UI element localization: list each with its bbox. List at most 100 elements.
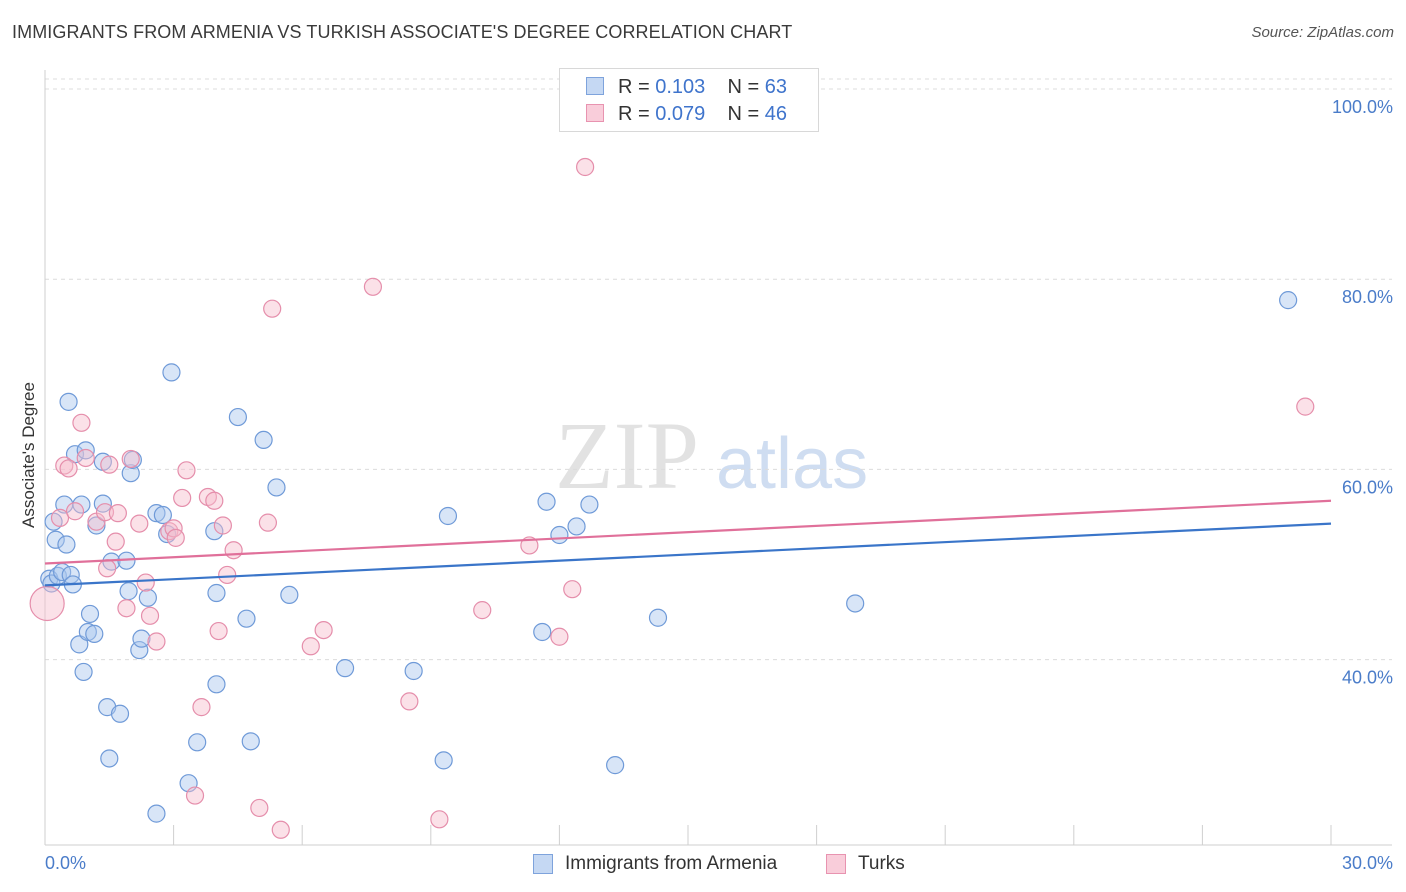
data-point — [648, 608, 668, 627]
data-point — [132, 629, 151, 648]
data-point — [147, 804, 166, 823]
data-point — [209, 621, 228, 641]
y-tick-labels: 40.0% 60.0% 80.0% 100.0% — [1332, 97, 1393, 688]
x-tick-labels: 0.0% 30.0% — [45, 853, 1393, 873]
data-point — [363, 277, 383, 296]
legend-r-label: R = — [618, 76, 650, 98]
legend-swatch-pink — [826, 854, 846, 874]
data-point — [1279, 291, 1298, 310]
data-point — [136, 573, 155, 592]
legend-n-label: N = — [727, 76, 760, 98]
data-point — [121, 449, 140, 469]
legend-r-value-armenia: 0.103 — [655, 76, 706, 98]
data-point — [280, 585, 299, 605]
data-point — [271, 820, 290, 839]
series-immigrants-from-armenia — [40, 291, 1298, 823]
data-point — [106, 532, 125, 551]
data-point — [166, 528, 185, 547]
trend-line-turks — [44, 499, 1332, 565]
axes — [44, 70, 1392, 846]
data-point — [74, 662, 93, 682]
legend-label-armenia: Immigrants from Armenia — [565, 853, 778, 874]
data-point — [205, 491, 224, 510]
data-point — [185, 786, 205, 805]
legend-n-value-armenia: 63 — [764, 76, 788, 98]
data-point — [130, 514, 149, 533]
data-point — [100, 749, 119, 768]
x-tick-label: 30.0% — [1342, 853, 1393, 873]
data-point — [404, 661, 423, 681]
data-point — [520, 536, 539, 555]
legend-n-label: N = — [727, 103, 760, 125]
watermark: ZIP atlas — [555, 402, 868, 509]
y-tick-label: 100.0% — [1332, 97, 1393, 117]
data-point — [108, 504, 127, 523]
data-point — [567, 517, 586, 536]
data-point — [335, 659, 355, 678]
series-legend: Immigrants from Armenia Turks — [0, 852, 1406, 878]
data-point — [267, 478, 286, 497]
watermark-atlas: atlas — [716, 424, 868, 504]
y-tick-label: 80.0% — [1342, 287, 1393, 307]
data-point — [576, 157, 595, 177]
data-point — [207, 675, 226, 694]
y-axis-label: Associate's Degree — [19, 382, 38, 528]
data-point — [301, 637, 320, 656]
data-point — [76, 448, 95, 468]
data-point — [121, 464, 140, 483]
data-point — [50, 508, 70, 527]
data-point — [59, 459, 78, 478]
data-point — [188, 733, 207, 752]
data-point — [117, 599, 136, 618]
data-point — [846, 594, 865, 613]
data-point — [314, 620, 333, 640]
data-point — [153, 505, 172, 525]
data-point — [138, 588, 157, 607]
data-point — [533, 622, 552, 642]
data-point — [65, 502, 85, 521]
data-point — [177, 461, 196, 480]
legend-n-value-turks: 46 — [764, 103, 788, 125]
data-point — [250, 798, 269, 818]
data-point — [550, 525, 569, 545]
legend-r-label: R = — [618, 103, 650, 125]
data-point — [46, 530, 65, 549]
data-point — [87, 516, 106, 535]
data-point — [430, 810, 449, 829]
legend-swatch-blue — [533, 854, 553, 874]
data-point — [76, 441, 95, 460]
data-point — [119, 582, 138, 601]
data-point — [241, 732, 260, 751]
data-point — [263, 299, 282, 318]
data-point — [563, 580, 582, 599]
data-point — [228, 407, 247, 427]
data-point — [78, 622, 97, 642]
data-point — [434, 751, 453, 770]
data-point — [218, 565, 237, 585]
watermark-zip: ZIP — [555, 402, 699, 509]
data-point — [147, 632, 166, 651]
data-point — [258, 513, 278, 532]
data-point — [173, 488, 192, 508]
data-point — [59, 392, 78, 411]
data-point — [110, 704, 130, 723]
data-point — [140, 606, 160, 625]
data-point — [438, 506, 458, 526]
data-point — [147, 504, 166, 523]
stats-legend: R = 0.103 N = 63 R = 0.079 N = 46 — [559, 68, 819, 132]
trend-line-armenia — [44, 522, 1332, 587]
data-point — [224, 541, 243, 560]
legend-r-value-turks: 0.079 — [655, 103, 706, 125]
data-point — [550, 627, 569, 646]
data-point — [57, 535, 76, 554]
data-point — [95, 503, 115, 522]
legend-label-turks: Turks — [858, 853, 905, 874]
data-point — [98, 559, 117, 578]
source-label: Source: ZipAtlas.com — [1251, 24, 1394, 41]
data-point — [42, 574, 61, 593]
data-point — [400, 692, 419, 711]
data-point — [162, 363, 181, 382]
data-point — [1296, 397, 1315, 416]
data-point — [606, 756, 625, 775]
